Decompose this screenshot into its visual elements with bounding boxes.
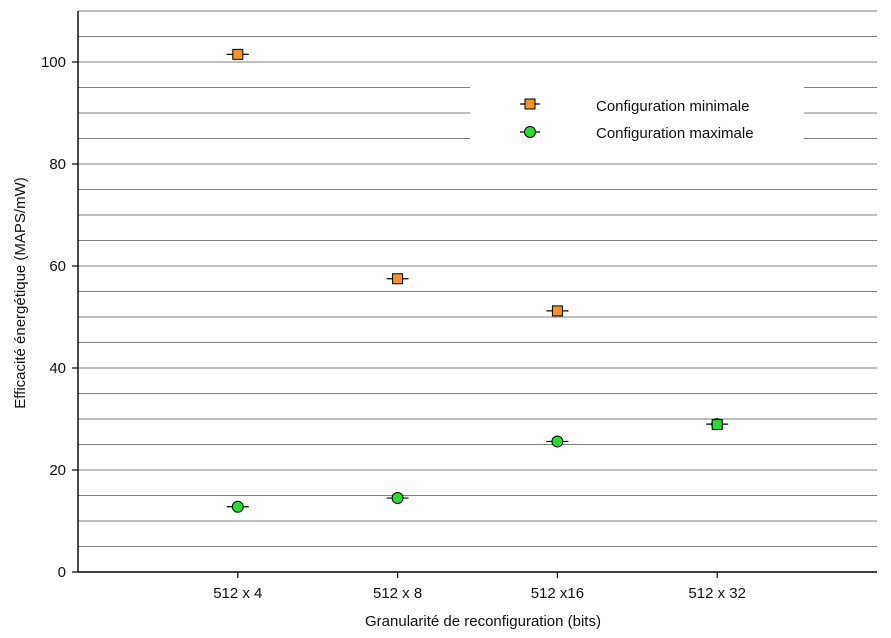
data-point-square bbox=[232, 48, 244, 60]
y-tick-label: 20 bbox=[49, 462, 66, 479]
data-point-square bbox=[711, 419, 723, 431]
legend-circle-icon bbox=[524, 126, 536, 138]
x-axis-title: Granularité de reconfiguration (bits) bbox=[365, 613, 601, 630]
y-axis-title: Efficacité énergétique (MAPS/mW) bbox=[12, 177, 29, 408]
x-tick-label: 512 x 8 bbox=[373, 585, 422, 602]
x-tick-label: 512 x 32 bbox=[688, 585, 746, 602]
legend-square-icon bbox=[524, 98, 536, 110]
data-point-square bbox=[392, 273, 404, 285]
legend-label-minimale: Configuration minimale bbox=[596, 98, 749, 115]
y-tick-label: 60 bbox=[49, 258, 66, 275]
data-point-circle bbox=[391, 492, 404, 505]
tick-labels: 0 20 40 60 80 100 512 x 4 512 x 8 512 x16 512 x 3… bbox=[41, 54, 746, 602]
legend-item-maximale: Configuration maximale bbox=[520, 125, 754, 142]
y-tick-label: 80 bbox=[49, 156, 66, 173]
x-tick-label: 512 x16 bbox=[531, 585, 584, 602]
legend-label-maximale: Configuration maximale bbox=[596, 125, 754, 142]
x-tick-label: 512 x 4 bbox=[213, 585, 262, 602]
legend-item-minimale: Configuration minimale bbox=[520, 98, 749, 115]
legend-box bbox=[470, 86, 804, 147]
axes bbox=[77, 11, 877, 573]
data-points bbox=[226, 48, 729, 513]
data-point-square bbox=[551, 305, 563, 317]
y-tick-label: 40 bbox=[49, 360, 66, 377]
y-tick-label: 100 bbox=[41, 54, 66, 71]
data-point-circle bbox=[231, 500, 244, 513]
y-tick-label: 0 bbox=[58, 564, 66, 581]
data-point-circle bbox=[551, 435, 564, 448]
legend: Configuration minimale Configuration max… bbox=[470, 86, 804, 147]
